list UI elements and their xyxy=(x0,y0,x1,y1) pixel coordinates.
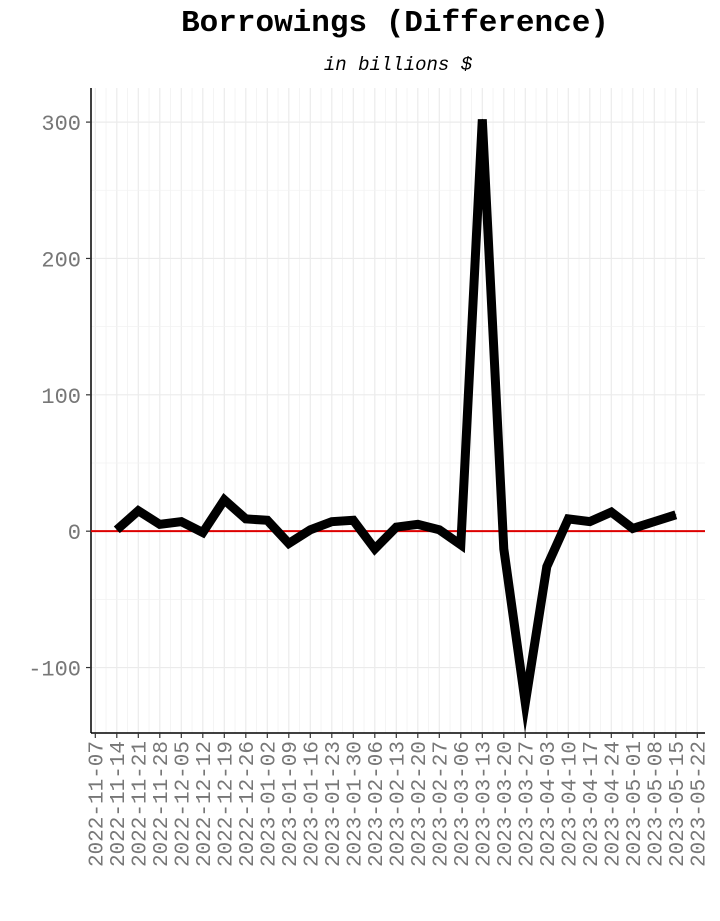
x-tick-label: 2023-01-09 xyxy=(280,741,303,867)
data-point xyxy=(567,518,569,520)
data-point xyxy=(202,532,204,534)
x-tick-label: 2023-02-27 xyxy=(430,741,453,867)
data-point xyxy=(675,514,677,516)
x-tick-label: 2023-05-15 xyxy=(667,741,690,867)
x-tick-label: 2023-03-20 xyxy=(495,741,518,867)
x-tick-label: 2023-01-23 xyxy=(323,741,346,867)
x-tick-label: 2022-12-26 xyxy=(237,741,260,867)
x-tick-label: 2023-01-30 xyxy=(344,741,367,867)
y-tick-label: 0 xyxy=(68,521,81,546)
data-point xyxy=(395,526,397,528)
data-point xyxy=(288,542,290,544)
x-tick-label: 2023-01-16 xyxy=(301,741,324,867)
data-point xyxy=(245,518,247,520)
data-point xyxy=(137,510,139,512)
data-point xyxy=(309,529,311,531)
data-point xyxy=(610,511,612,513)
data-point xyxy=(266,519,268,521)
x-tick-label: 2022-11-14 xyxy=(108,741,131,867)
x-tick-label: 2022-11-21 xyxy=(129,741,152,867)
data-point xyxy=(481,118,483,120)
chart-title: Borrowings (Difference) xyxy=(181,6,609,41)
x-tick-label: 2023-03-13 xyxy=(473,741,496,867)
x-tick-label: 2022-12-12 xyxy=(194,741,217,867)
data-point xyxy=(632,527,634,529)
data-point xyxy=(653,521,655,523)
data-point xyxy=(223,499,225,501)
data-point xyxy=(180,521,182,523)
x-tick-label: 2023-03-06 xyxy=(452,741,475,867)
x-tick-label: 2023-03-27 xyxy=(516,741,539,867)
data-point xyxy=(417,523,419,525)
x-tick-label: 2022-12-19 xyxy=(215,741,238,867)
x-tick-label: 2023-05-01 xyxy=(624,741,647,867)
chart-subtitle: in billions $ xyxy=(323,54,473,76)
x-tick-label: 2023-01-02 xyxy=(258,741,281,867)
x-tick-label: 2023-05-08 xyxy=(645,741,668,867)
y-tick-label: 100 xyxy=(41,385,81,410)
x-tick-label: 2023-02-20 xyxy=(409,741,432,867)
data-point xyxy=(116,529,118,531)
x-tick-label: 2022-11-28 xyxy=(151,741,174,867)
data-point xyxy=(374,548,376,550)
data-point xyxy=(331,521,333,523)
data-point xyxy=(438,529,440,531)
x-tick-label: 2023-04-17 xyxy=(581,741,604,867)
data-point xyxy=(546,566,548,568)
data-point xyxy=(352,519,354,521)
y-tick-label: -100 xyxy=(28,658,81,683)
x-tick-label: 2022-11-07 xyxy=(86,741,109,867)
data-point xyxy=(589,521,591,523)
x-tick-label: 2023-05-22 xyxy=(688,741,711,867)
x-tick-label: 2023-02-13 xyxy=(387,741,410,867)
data-point xyxy=(503,548,505,550)
data-point xyxy=(460,544,462,546)
x-tick-label: 2023-04-10 xyxy=(559,741,582,867)
data-point xyxy=(159,523,161,525)
x-tick-label: 2023-02-06 xyxy=(366,741,389,867)
y-tick-label: 300 xyxy=(41,112,81,137)
y-tick-label: 200 xyxy=(41,248,81,273)
x-tick-label: 2023-04-24 xyxy=(602,741,625,867)
data-point xyxy=(524,702,526,704)
x-tick-label: 2023-04-03 xyxy=(538,741,561,867)
x-tick-label: 2022-12-05 xyxy=(172,741,195,867)
